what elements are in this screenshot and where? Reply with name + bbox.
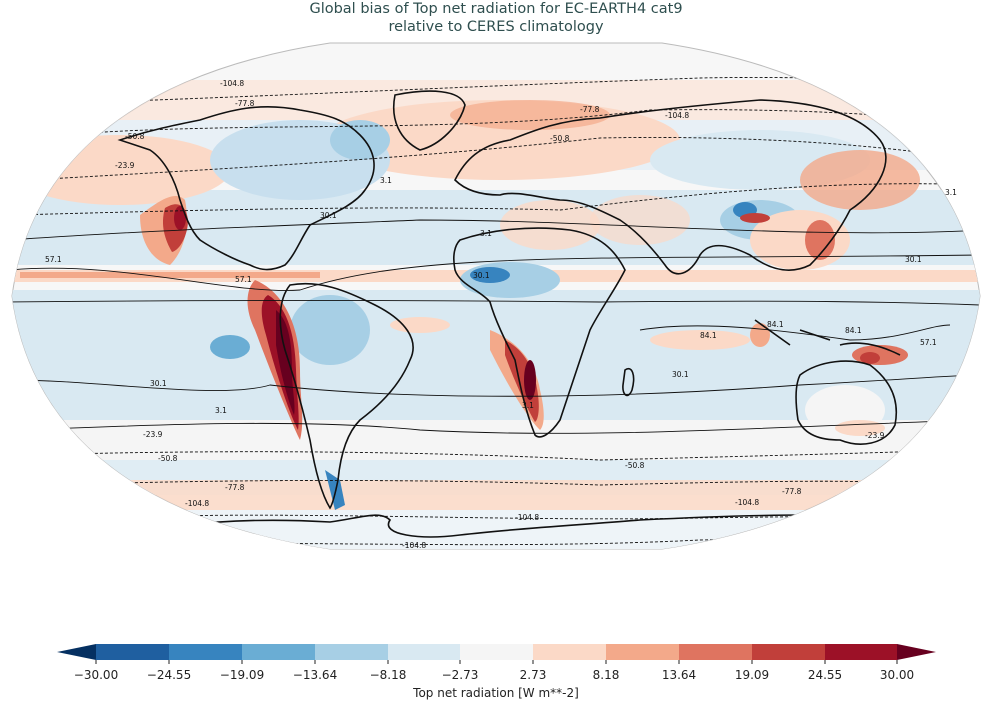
colorbar-tick: −13.64: [292, 668, 338, 682]
figure-title: Global bias of Top net radiation for EC-…: [0, 0, 992, 36]
contour-label: -104.8: [665, 111, 689, 120]
contour-label: -104.8: [402, 541, 426, 550]
contour-label: 30.1: [320, 211, 337, 220]
contour-label: 30.1: [150, 379, 167, 388]
colorbar-tick: −19.09: [219, 668, 265, 682]
contour-label: -104.8: [185, 499, 209, 508]
contour-label: 30.1: [672, 370, 689, 379]
contour-label: -77.8: [235, 99, 255, 108]
colorbar-tick: 19.09: [734, 668, 770, 682]
contour-label: 30.1: [473, 271, 490, 280]
colorbar-bar: [57, 644, 936, 664]
contour-label: 84.1: [700, 331, 717, 340]
coastlines: [109, 90, 950, 541]
contour-label: -77.8: [225, 483, 245, 492]
contour-label: 3.1: [215, 406, 227, 415]
colorbar-tick: 30.00: [879, 668, 915, 682]
contour-label: -50.8: [550, 134, 570, 143]
colorbar-label: Top net radiation [W m**-2]: [413, 686, 579, 700]
contour-label: 84.1: [767, 320, 784, 329]
colorbar-tick: 8.18: [592, 668, 620, 682]
contour-label: -77.8: [580, 105, 600, 114]
contour-label: -50.8: [125, 132, 145, 141]
contour-label: -50.8: [158, 454, 178, 463]
contour-label: -23.9: [143, 430, 163, 439]
colorbar-tick: 24.55: [807, 668, 843, 682]
colorbar-tick: −30.00: [73, 668, 119, 682]
contour-label: -23.9: [115, 161, 135, 170]
contour-label: -104.8: [515, 513, 539, 522]
colorbar: −30.00 −24.55 −19.09 −13.64 −8.18 −2.73 …: [0, 640, 992, 702]
colorbar-tick: −8.18: [369, 668, 407, 682]
contour-label: 57.1: [920, 338, 937, 347]
colorbar-extend-min: [57, 644, 96, 660]
contour-label: 57.1: [45, 255, 62, 264]
title-line-2: relative to CERES climatology: [388, 19, 604, 35]
contour-label: 30.1: [905, 255, 922, 264]
contour-label: 3.1: [522, 401, 534, 410]
contour-label: 3.1: [945, 188, 957, 197]
bias-field: [12, 80, 980, 549]
contour-label: 3.1: [380, 176, 392, 185]
colorbar-tick: −2.73: [441, 668, 479, 682]
colorbar-extend-max: [897, 644, 936, 660]
contour-label: 84.1: [845, 326, 862, 335]
colorbar-tick: −24.55: [146, 668, 192, 682]
contour-label: -104.8: [220, 79, 244, 88]
title-line-1: Global bias of Top net radiation for EC-…: [309, 1, 683, 17]
map-panel: -104.8 -77.8 -50.8 -23.9 3.1 30.1 57.1 5…: [0, 40, 992, 552]
contour-labels: -104.8 -77.8 -50.8 -23.9 3.1 30.1 57.1 5…: [45, 79, 957, 550]
contour-label: -104.8: [735, 498, 759, 507]
robinson-map: -104.8 -77.8 -50.8 -23.9 3.1 30.1 57.1 5…: [11, 42, 981, 550]
contour-label: -77.8: [782, 487, 802, 496]
contour-label: -23.9: [865, 431, 885, 440]
colorbar-tick: 2.73: [519, 668, 547, 682]
contour-label: 57.1: [235, 275, 252, 284]
colorbar-tick: 13.64: [661, 668, 697, 682]
contour-label: 3.1: [480, 229, 492, 238]
contour-label: -50.8: [625, 461, 645, 470]
